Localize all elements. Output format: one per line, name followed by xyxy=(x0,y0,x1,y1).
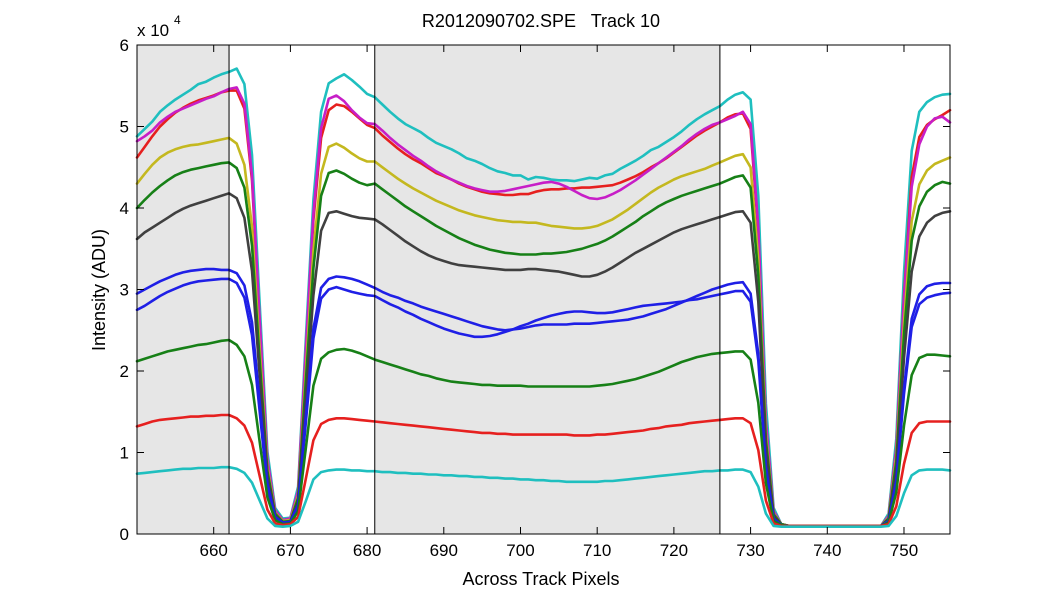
y-tick-label: 3 xyxy=(120,281,129,300)
shaded-regions xyxy=(137,45,720,534)
y-axis-title: Intensity (ADU) xyxy=(89,229,109,351)
y-tick-label: 4 xyxy=(120,199,129,218)
shaded-region-1 xyxy=(137,45,230,534)
axis-ticks: 660 670 680 690 700 710 720 730 740 750 0 1 2 3 4 5 6 xyxy=(120,36,950,560)
x-tick-label: 670 xyxy=(276,541,304,560)
y-tick-label: 1 xyxy=(120,444,129,463)
series-lines xyxy=(135,67,952,529)
y-tick-label: 2 xyxy=(120,362,129,381)
y-multiplier-exponent: 4 xyxy=(174,13,181,27)
x-tick-label: 710 xyxy=(583,541,611,560)
x-tick-label: 700 xyxy=(506,541,534,560)
x-tick-label: 660 xyxy=(200,541,228,560)
x-tick-label: 680 xyxy=(353,541,381,560)
chart-title: R2012090702.SPE Track 10 xyxy=(422,11,660,31)
x-tick-label: 720 xyxy=(660,541,688,560)
x-axis-title: Across Track Pixels xyxy=(462,569,619,589)
x-tick-label: 730 xyxy=(736,541,764,560)
y-tick-label: 6 xyxy=(120,36,129,55)
y-multiplier-label: x 10 xyxy=(137,21,169,40)
y-tick-label: 5 xyxy=(120,118,129,137)
x-tick-label: 690 xyxy=(430,541,458,560)
y-tick-label: 0 xyxy=(120,525,129,544)
shaded-region-2 xyxy=(374,45,720,534)
series-line-11 xyxy=(135,465,952,529)
vertical-lines xyxy=(228,45,721,534)
x-tick-label: 750 xyxy=(890,541,918,560)
x-tick-label: 740 xyxy=(813,541,841,560)
